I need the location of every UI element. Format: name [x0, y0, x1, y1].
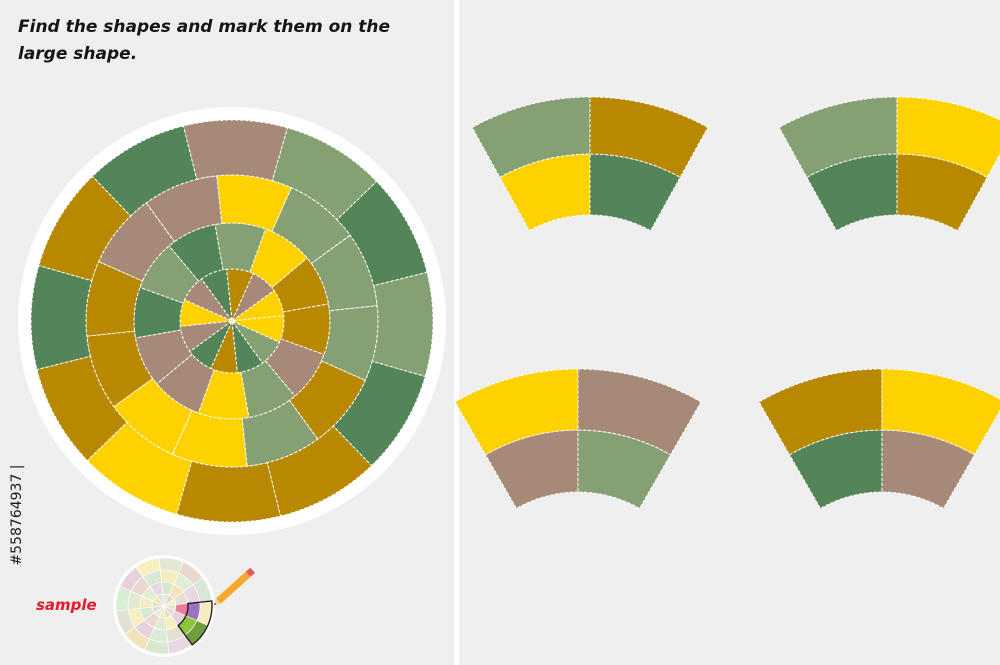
wheel-ring-4-segment-7[interactable]: [36, 355, 128, 462]
sample-label: sample: [36, 596, 97, 614]
panel-divider: [454, 0, 459, 665]
stock-id-text: #558764937 |: [9, 415, 29, 615]
large-wheel-shape[interactable]: [0, 0, 454, 665]
wheel-ring-1-segment-1[interactable]: [230, 289, 285, 322]
stock-id-separator: |: [9, 464, 25, 470]
wheel-ring-4-segment-3[interactable]: [182, 119, 289, 182]
wheel-ring-3-segment-11[interactable]: [288, 360, 367, 440]
wheel-ring-1-segment-4[interactable]: [200, 268, 233, 323]
wheel-ring-1-segment-8[interactable]: [189, 319, 234, 370]
wheel-ring-3-segment-12[interactable]: [320, 305, 379, 382]
wheel-ring-1-segment-12[interactable]: [230, 315, 285, 343]
wheel-ring-1-segment-5[interactable]: [183, 278, 234, 323]
wheel-ring-4-segment-9[interactable]: [175, 460, 282, 523]
wheel-ring-4-segment-8[interactable]: [86, 421, 193, 515]
wheel-ring-1-segment-9[interactable]: [210, 319, 238, 374]
wheel-ring-1-segment-11[interactable]: [230, 319, 281, 364]
wheel-ring-1-segment-6[interactable]: [179, 299, 234, 327]
wheel-ring-1-segment-2[interactable]: [230, 272, 275, 323]
wheel-ring-4-segment-11[interactable]: [332, 360, 426, 467]
stock-id-prefix: #: [9, 553, 25, 566]
wheel-ring-4-segment-10[interactable]: [266, 425, 373, 517]
wheel-ring-4-segment-1[interactable]: [336, 180, 428, 287]
wheel-ring-1-segment-7[interactable]: [179, 320, 234, 353]
wheel-ring-4-segment-5[interactable]: [38, 175, 132, 282]
wheel-ring-3-segment-10[interactable]: [241, 399, 319, 467]
wheel-ring-4-segment-2[interactable]: [271, 127, 378, 221]
wheel-ring-1-segment-3[interactable]: [226, 268, 254, 323]
stock-id-number: 558764937: [9, 473, 25, 554]
wheel-ring-4-segment-12[interactable]: [371, 271, 434, 378]
instruction-text: Find the shapes and mark them on the lar…: [18, 17, 391, 64]
right-panel: [459, 0, 1000, 665]
wheel-ring-3-segment-7[interactable]: [86, 330, 154, 408]
wheel-ring-4-segment-6[interactable]: [30, 264, 93, 371]
wheel-ring-3-segment-1[interactable]: [310, 234, 378, 312]
wheel-ring-1-segment-10[interactable]: [231, 319, 264, 374]
